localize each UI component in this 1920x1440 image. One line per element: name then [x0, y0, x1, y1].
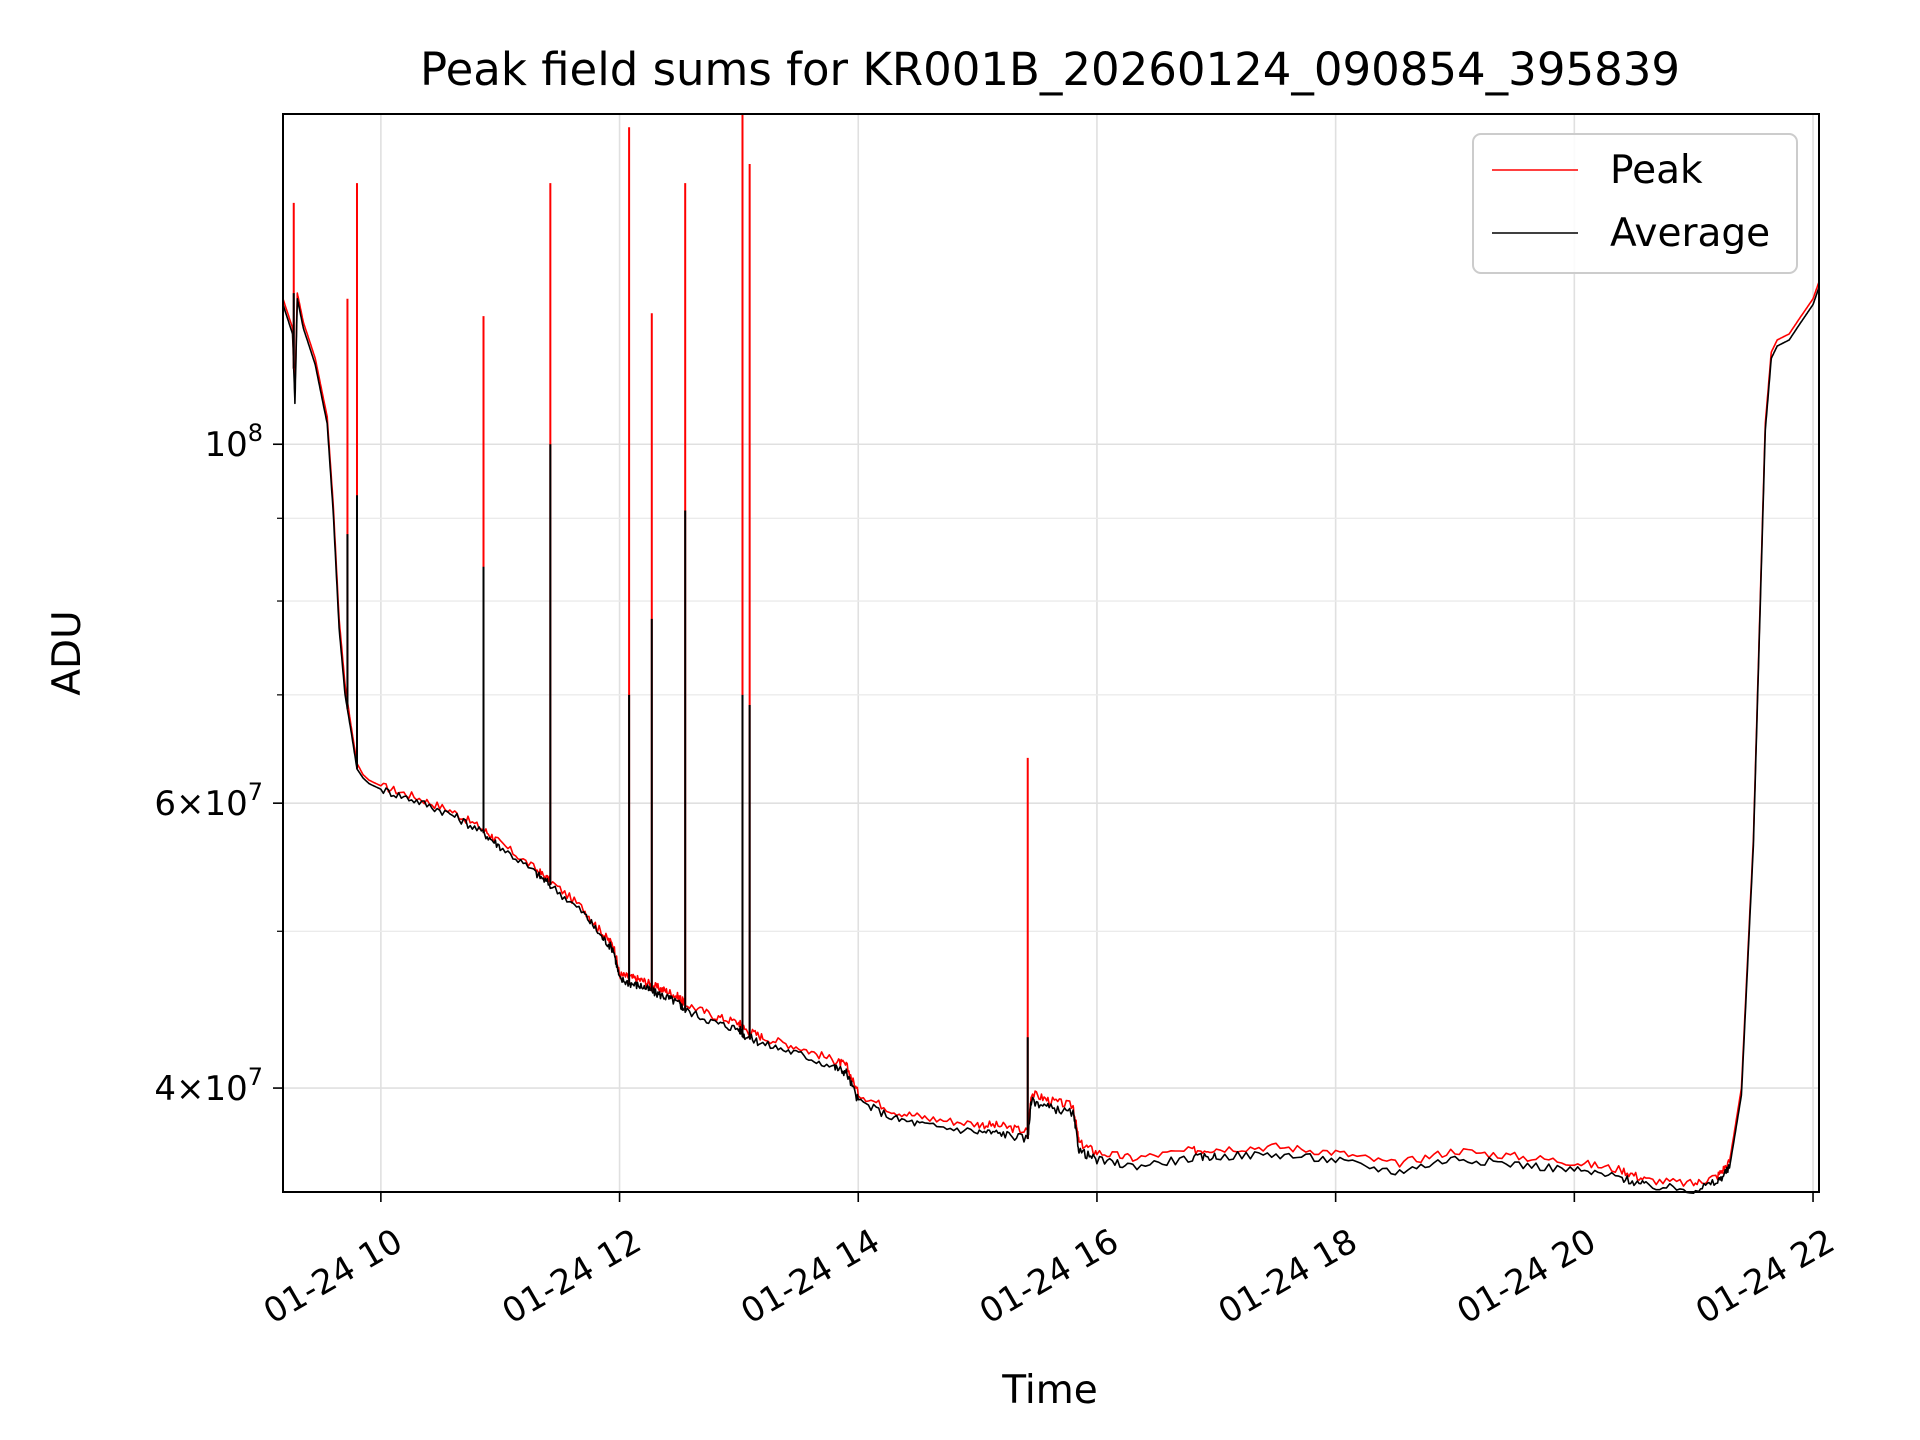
y-tick-mantissa: 4: [154, 1069, 176, 1109]
grid: [283, 114, 1819, 1192]
y-tick-times: ×10: [176, 784, 248, 824]
y-tick-exponent: 7: [248, 1063, 263, 1091]
x-axis-label: Time: [1001, 1368, 1097, 1413]
legend-label-peak: Peak: [1610, 148, 1703, 193]
y-tick-exponent: 7: [248, 778, 263, 806]
y-tick-label: 6×107: [154, 778, 263, 824]
plot-frame: [282, 113, 1820, 1193]
y-tick-label: 108: [204, 419, 263, 465]
y-tick-mantissa: 6: [154, 784, 176, 824]
series-line-average: [282, 287, 1820, 1194]
y-tick-exponent: 8: [248, 419, 263, 447]
y-tick-times: ×10: [176, 1069, 248, 1109]
y-tick-mantissa: 10: [204, 425, 247, 465]
chart-title: Peak field sums for KR001B_20260124_0908…: [420, 43, 1680, 96]
y-axis-label: ADU: [45, 610, 90, 695]
plot-series: [282, 114, 1820, 1194]
series-line-peak: [282, 281, 1820, 1187]
legend: Peak Average: [1472, 133, 1798, 274]
legend-box: [1472, 133, 1798, 274]
y-tick-label: 4×107: [154, 1063, 263, 1109]
legend-label-average: Average: [1610, 211, 1770, 256]
